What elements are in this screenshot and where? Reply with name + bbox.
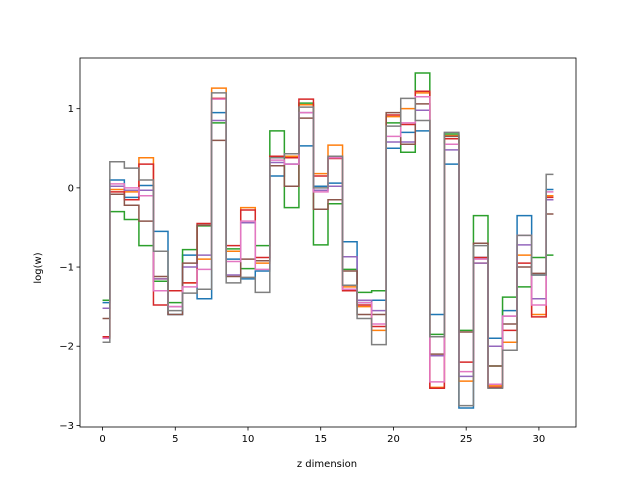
series-line-3	[102, 72, 554, 367]
x-tick-label: 30	[533, 434, 546, 445]
y-tick-label: 1	[68, 104, 74, 115]
series-line-8	[102, 92, 554, 407]
series-group	[102, 72, 554, 409]
x-axis-label: z dimension	[297, 459, 357, 470]
y-tick-label: −2	[59, 342, 74, 353]
y-tick-label: −1	[59, 263, 74, 274]
x-tick-label: 0	[99, 434, 105, 445]
x-tick-label: 10	[242, 434, 255, 445]
x-tick-label: 25	[460, 434, 473, 445]
y-tick-label: 0	[68, 183, 74, 194]
plot-frame	[79, 57, 577, 428]
y-ticks: −3 −2 −1 0 1	[59, 104, 80, 432]
x-tick-label: 15	[314, 434, 327, 445]
series-line-6	[102, 103, 554, 367]
x-tick-label: 5	[172, 434, 178, 445]
y-tick-label: −3	[59, 421, 74, 432]
x-ticks: 0 5 10 15 20 25 30	[99, 427, 545, 445]
axes-frame	[79, 57, 577, 428]
y-axis-label: log(w)	[33, 252, 44, 283]
x-tick-label: 20	[387, 434, 400, 445]
